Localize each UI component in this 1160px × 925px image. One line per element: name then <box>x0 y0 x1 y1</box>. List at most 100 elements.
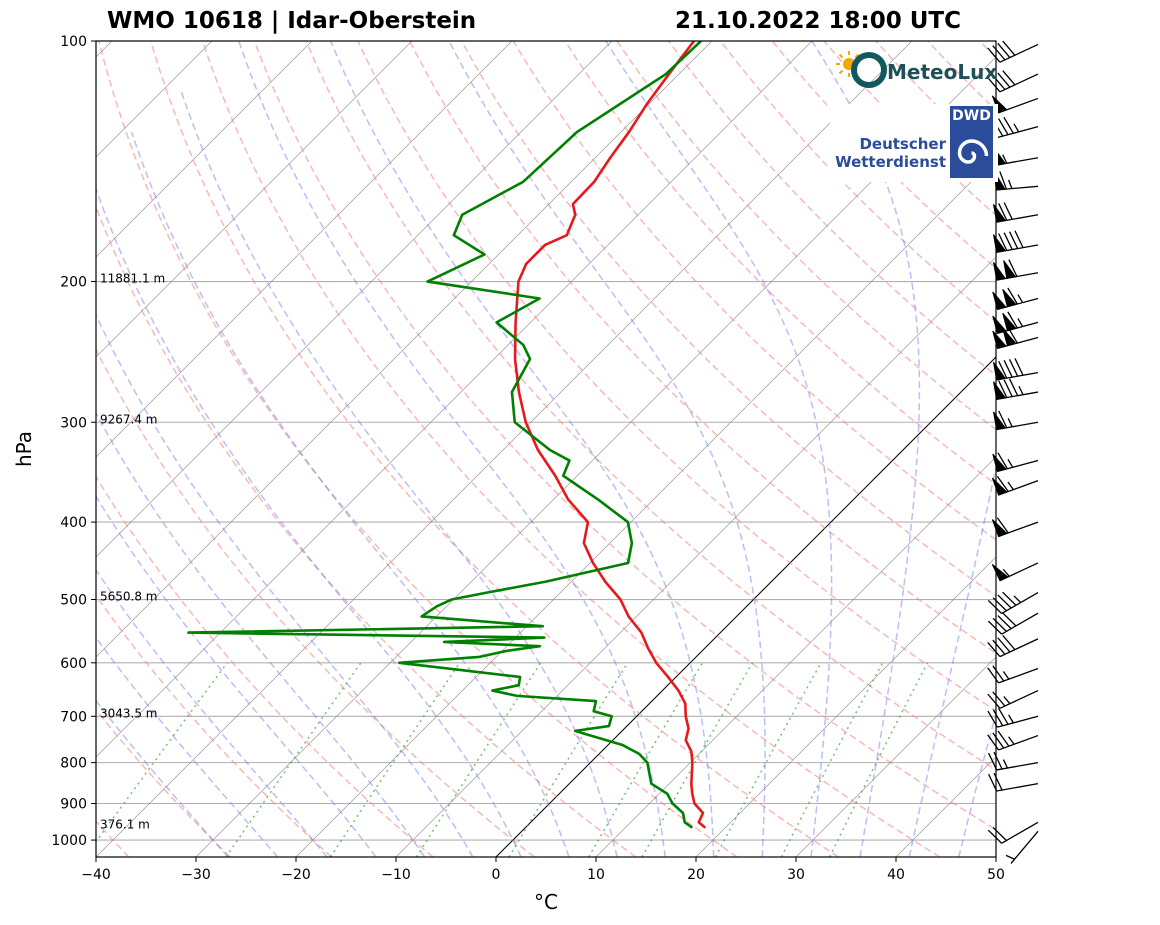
dry-adiabat <box>668 41 996 377</box>
isotherm <box>395 256 996 857</box>
isotherm <box>96 41 613 558</box>
wind-barb <box>993 378 1039 400</box>
dry-adiabat <box>357 41 996 712</box>
dewpoint-profile <box>187 41 702 829</box>
dry-adiabat <box>564 41 996 486</box>
isotherm <box>795 656 996 857</box>
moist-adiabat <box>130 131 570 857</box>
y-tick-label: 200 <box>60 275 87 291</box>
y-tick-label: 1000 <box>51 833 87 849</box>
wind-barb <box>988 751 1039 771</box>
isotherm <box>695 556 996 857</box>
x-tick-label: 0 <box>492 867 501 883</box>
wind-barb <box>987 665 1039 684</box>
x-tick-label: −40 <box>81 867 111 883</box>
moist-adiabat <box>811 41 921 857</box>
x-tick-label: 10 <box>587 867 605 883</box>
spiral-icon <box>957 139 989 164</box>
wind-barb <box>994 171 1039 191</box>
moist-adiabat <box>958 711 996 857</box>
wind-barb <box>987 730 1039 751</box>
reference-lines <box>96 41 1160 857</box>
dwd-abbreviation: DWD <box>952 108 991 124</box>
mixing-ratio-line <box>780 662 884 857</box>
isotherm <box>96 41 813 758</box>
y-tick-label: 500 <box>60 593 87 609</box>
zero-isotherm <box>495 356 996 857</box>
wind-barb <box>987 689 1039 709</box>
moist-adiabat <box>96 699 229 857</box>
dwd-emblem: DWD <box>950 106 993 178</box>
moist-adiabat <box>179 89 618 857</box>
wind-barb <box>992 326 1039 350</box>
x-tick-label: 50 <box>987 867 1005 883</box>
y-tick-label: 600 <box>60 656 87 672</box>
isotherm <box>96 41 513 458</box>
dry-adiabat <box>460 41 996 597</box>
isotherm <box>995 856 996 857</box>
dry-adiabat <box>96 475 434 857</box>
moist-adiabat <box>238 41 666 857</box>
moist-adiabat <box>448 41 766 857</box>
y-tick-label: 700 <box>60 709 87 725</box>
moist-adiabat <box>329 41 715 857</box>
mixing-ratio-line <box>415 662 542 857</box>
y-tick-label: 900 <box>60 797 87 813</box>
dwd-logo: Deutscher Wetterdienst DWD <box>830 104 998 182</box>
wind-barb <box>991 95 1039 114</box>
wind-barb <box>987 40 1039 63</box>
wind-barb <box>993 230 1039 253</box>
isotherm <box>96 41 913 857</box>
y-axis-label: hPa <box>12 431 36 467</box>
isotherm <box>96 41 713 658</box>
dry-adiabat <box>409 41 996 654</box>
moist-adiabat <box>96 568 328 857</box>
moist-adiabat <box>605 41 833 857</box>
wind-barb <box>992 452 1039 473</box>
meteolux-logo: MeteoLux <box>833 48 998 96</box>
height-label: 9267.4 m <box>100 412 158 426</box>
dry-adiabat <box>253 41 996 831</box>
wind-barb <box>987 70 1039 93</box>
dry-adiabat <box>1083 41 1160 857</box>
dry-adiabat <box>1031 41 1160 857</box>
moist-adiabat <box>96 186 522 857</box>
mixing-ratio-line <box>588 662 704 857</box>
mixing-ratio-line <box>714 662 822 857</box>
wind-barb <box>987 591 1039 615</box>
wind-barb <box>993 147 1039 166</box>
mixing-ratio-line <box>641 662 754 857</box>
moist-adiabat <box>96 495 377 857</box>
y-tick-label: 400 <box>60 515 87 531</box>
dry-adiabat <box>96 594 333 857</box>
sounding-time: 21.10.2022 18:00 UTC <box>675 8 961 34</box>
height-label: 3043.5 m <box>100 706 158 720</box>
x-tick-label: 40 <box>887 867 905 883</box>
height-label: 11881.1 m <box>100 272 165 286</box>
mixing-ratio-line <box>329 662 461 857</box>
wind-barb <box>991 562 1039 582</box>
wind-barb <box>1005 830 1039 864</box>
wind-barb <box>991 475 1039 496</box>
x-tick-label: −10 <box>381 867 411 883</box>
dry-adiabat <box>96 708 231 857</box>
y-tick-label: 800 <box>60 756 87 772</box>
wind-barb <box>987 635 1039 658</box>
moist-adiabat <box>96 313 474 857</box>
dwd-name-line2: Wetterdienst <box>835 153 946 171</box>
meteolux-wordmark: MeteoLux <box>887 60 998 84</box>
x-tick-label: 20 <box>687 867 705 883</box>
wind-barb <box>987 612 1039 635</box>
dry-adiabat <box>201 41 941 857</box>
wind-barb <box>993 202 1039 223</box>
height-label: 376.1 m <box>100 818 150 832</box>
wind-barb <box>992 287 1039 310</box>
dry-adiabat <box>98 41 738 857</box>
dry-adiabat <box>96 205 637 857</box>
wind-barb <box>993 358 1039 381</box>
isotherm <box>595 456 996 857</box>
plot-frame <box>95 40 997 858</box>
dry-adiabat <box>96 347 535 857</box>
